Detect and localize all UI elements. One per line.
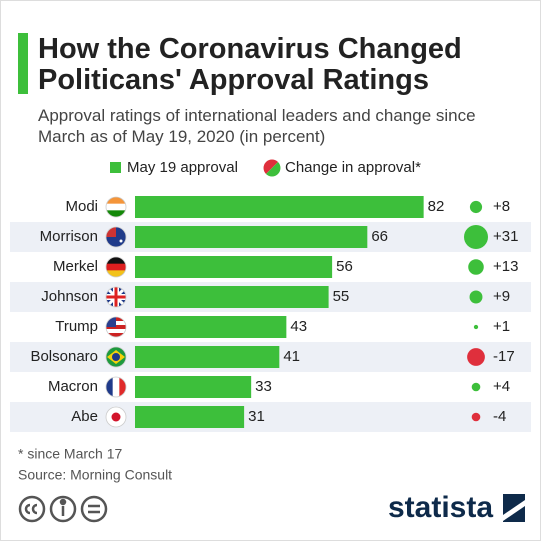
- category-label: Morrison: [40, 228, 98, 245]
- flag-stripe: [106, 333, 126, 337]
- change-bubble: [469, 200, 483, 214]
- bar: [135, 256, 333, 278]
- logo-stripe: [503, 500, 525, 521]
- license-icons: [18, 495, 108, 523]
- bar: [135, 346, 280, 368]
- flag: [106, 227, 126, 247]
- flag-stripe: [106, 325, 126, 330]
- flag-stripe: [106, 257, 126, 265]
- title-accent: [18, 33, 28, 94]
- value-label: 82: [428, 198, 445, 215]
- flag-dot: [111, 412, 121, 422]
- bar: [135, 226, 368, 248]
- legend-swatch: [263, 159, 278, 174]
- category-label: Macron: [48, 378, 98, 395]
- legend-swatch: [266, 162, 281, 177]
- flag-canton: [106, 227, 116, 237]
- change-label: +1: [493, 318, 510, 335]
- bar: [135, 406, 245, 428]
- logo: statista: [388, 491, 493, 524]
- flag-outline: [105, 376, 127, 398]
- flag-outline: [105, 196, 127, 218]
- flag-cross: [114, 287, 118, 307]
- flag-stripe: [106, 263, 126, 271]
- change-label: -17: [493, 348, 515, 365]
- text-line: Approval ratings of international leader…: [38, 106, 476, 125]
- flag: [106, 287, 126, 307]
- value-label: 55: [333, 288, 350, 305]
- category-label: Bolsonaro: [30, 348, 98, 365]
- text-line: Politicans' Approval Ratings: [38, 64, 429, 96]
- legend-label: Change in approval*: [285, 159, 421, 176]
- change-label: +9: [493, 288, 510, 305]
- text-line: How the Coronavirus Changed: [38, 33, 462, 65]
- flag: [106, 377, 126, 397]
- flag-stripe: [106, 203, 126, 211]
- change-bubble: [473, 324, 479, 330]
- value-label: 33: [255, 378, 272, 395]
- flag-outline: [105, 406, 127, 428]
- change-label: +13: [493, 258, 518, 275]
- value-label: 43: [290, 318, 307, 335]
- change-bubble: [464, 225, 488, 249]
- bar: [135, 286, 329, 308]
- flag-stripe: [106, 377, 114, 397]
- category-label: Modi: [65, 198, 98, 215]
- source: Source: Morning Consult: [18, 467, 172, 483]
- value-label: 66: [371, 228, 388, 245]
- flag-outline: [105, 346, 127, 368]
- flag: [106, 197, 126, 217]
- flag: [106, 407, 126, 427]
- rows: Modi 82 +8 Morrison 66 +31 Merkel 56 +13 Johnson 5…: [10, 196, 531, 432]
- flag-stripe: [112, 377, 120, 397]
- text-line: March as of May 19, 2020 (in percent): [38, 127, 325, 146]
- flag-outline: [105, 316, 127, 338]
- flag-star: [119, 239, 123, 243]
- change-bubble: [467, 348, 485, 366]
- change-bubble: [471, 382, 481, 392]
- legend-label: May 19 approval: [127, 159, 238, 176]
- legend-swatch: [110, 162, 121, 173]
- chart-subtitle: Approval ratings of international leader…: [38, 106, 476, 146]
- flag-canton: [106, 317, 116, 327]
- flag: [106, 347, 126, 367]
- flag-stripe: [119, 377, 126, 397]
- change-label: +4: [493, 378, 510, 395]
- change-bubble: [468, 259, 484, 275]
- change-bubble: [469, 290, 483, 304]
- flag-stripe: [106, 270, 126, 277]
- flag-outline: [105, 256, 127, 278]
- flag-stripe: [106, 197, 126, 205]
- footnote: * since March 17: [18, 446, 122, 462]
- category-label: Merkel: [53, 258, 98, 275]
- value-label: 41: [283, 348, 300, 365]
- change-label: +31: [493, 228, 518, 245]
- change-label: -4: [493, 408, 506, 425]
- bar: [135, 376, 252, 398]
- flag-outline: [105, 286, 127, 308]
- bar: [135, 316, 287, 338]
- chart-title: How the Coronavirus Changed Politicans' A…: [38, 33, 462, 96]
- value-label: 56: [336, 258, 353, 275]
- flag-outline: [105, 226, 127, 248]
- flag: [106, 257, 126, 277]
- flag: [106, 317, 126, 337]
- category-label: Johnson: [41, 288, 98, 305]
- category-label: Trump: [55, 318, 98, 335]
- flag-stripe: [106, 210, 126, 217]
- bar: [135, 196, 424, 218]
- flag-stripe: [106, 329, 126, 334]
- change-label: +8: [493, 198, 510, 215]
- change-bubble: [471, 412, 481, 422]
- value-label: 31: [248, 408, 265, 425]
- category-label: Abe: [71, 408, 98, 425]
- flag-globe: [112, 353, 120, 361]
- row-band: [10, 402, 531, 432]
